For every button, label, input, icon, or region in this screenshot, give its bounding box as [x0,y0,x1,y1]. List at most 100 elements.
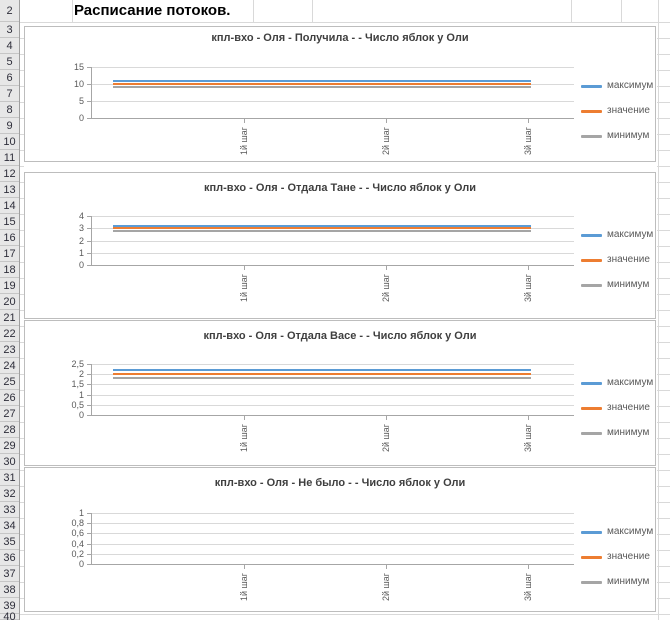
row-gridline-left [20,150,24,151]
row-header-24[interactable]: 24 [0,358,19,374]
legend-entry-минимум: минимум [581,131,649,141]
row-header-3[interactable]: 3 [0,22,19,38]
y-tick-label: 10 [73,79,84,89]
row-gridline-right [657,150,670,151]
row-header-18[interactable]: 18 [0,262,19,278]
row-number: 36 [3,551,16,564]
legend-entry-значение: значение [581,552,650,562]
y-tick-label: 0,4 [71,539,84,549]
row-header-8[interactable]: 8 [0,102,19,118]
x-category-label: 3й шаг [523,572,533,602]
row-number: 20 [3,295,16,308]
row-header-14[interactable]: 14 [0,198,19,214]
row-header-40[interactable]: 40 [0,611,19,623]
cell-border-vertical [72,0,73,22]
row-header-4[interactable]: 4 [0,38,19,54]
row-header-21[interactable]: 21 [0,310,19,326]
row-header-12[interactable]: 12 [0,166,19,182]
row-header-36[interactable]: 36 [0,550,19,566]
row-gridline-left [20,406,24,407]
x-axis-tick [386,565,387,569]
plot-gridline [91,384,574,385]
row-header-2[interactable]: 2 [0,0,19,22]
row-header-30[interactable]: 30 [0,454,19,470]
row-gridline-right [657,214,670,215]
row-2-bottom-border [20,22,670,23]
row-header-37[interactable]: 37 [0,566,19,582]
row-header-27[interactable]: 27 [0,406,19,422]
y-tick-label: 0,5 [71,400,84,410]
row-header-11[interactable]: 11 [0,150,19,166]
x-axis-tick [528,565,529,569]
row-gridline-right [657,326,670,327]
row-header-29[interactable]: 29 [0,438,19,454]
row-number: 38 [3,583,16,596]
legend-label: минимум [607,576,650,587]
x-axis-tick [244,565,245,569]
legend-label: значение [607,551,650,562]
row-header-23[interactable]: 23 [0,342,19,358]
row-header-34[interactable]: 34 [0,518,19,534]
row-gridline-right [657,390,670,391]
row-header-35[interactable]: 35 [0,534,19,550]
row-header-32[interactable]: 32 [0,486,19,502]
row-header-16[interactable]: 16 [0,230,19,246]
row-header-31[interactable]: 31 [0,470,19,486]
row-gridline-right [657,374,670,375]
row-header-33[interactable]: 33 [0,502,19,518]
row-number: 13 [3,183,16,196]
row-gridline-left [20,566,24,567]
series-line-максимум [113,225,531,227]
row-header-39[interactable]: 39 [0,598,19,614]
row-header-column: 2 3 4 5 6 7 8 9 10 11 12 13 14 15 16 17 18 19 20 21 22 23 24 25… [0,0,20,623]
legend-label: минимум [607,279,650,290]
y-axis-tick [87,216,91,217]
row-number: 21 [3,311,16,324]
row-gridline-right [657,310,670,311]
row-gridline-right [657,582,670,583]
row-header-20[interactable]: 20 [0,294,19,310]
row-gridline-right [657,294,670,295]
row-header-10[interactable]: 10 [0,134,19,150]
row-gridline-left [20,230,24,231]
chart-object-4[interactable]: кпл-вхо - Оля - Не было - - Число яблок … [24,467,656,612]
cell-border-vertical [312,0,313,22]
row-header-22[interactable]: 22 [0,326,19,342]
row-number: 18 [3,263,16,276]
row-header-19[interactable]: 19 [0,278,19,294]
row-gridline-right [657,454,670,455]
row-header-25[interactable]: 25 [0,374,19,390]
y-tick-label: 0 [78,559,84,569]
y-tick-label: 0,2 [71,549,84,559]
row-gridline-right [657,278,670,279]
chart-object-3[interactable]: кпл-вхо - Оля - Отдала Васе - - Число яб… [24,320,656,466]
chart-object-2[interactable]: кпл-вхо - Оля - Отдала Тане - - Число яб… [24,172,656,319]
row-number: 5 [6,55,13,68]
row-header-5[interactable]: 5 [0,54,19,70]
row-header-26[interactable]: 26 [0,390,19,406]
plot-gridline [91,533,574,534]
chart-object-1[interactable]: кпл-вхо - Оля - Получила - - Число яблок… [24,26,656,162]
row-header-9[interactable]: 9 [0,118,19,134]
x-category-label: 2й шаг [381,126,391,156]
plot-gridline [91,364,574,365]
y-axis-tick [87,395,91,396]
x-axis-tick [528,416,529,420]
row-header-6[interactable]: 6 [0,70,19,86]
row-header-17[interactable]: 17 [0,246,19,262]
series-line-значение [113,83,531,85]
row-header-28[interactable]: 28 [0,422,19,438]
row-header-13[interactable]: 13 [0,182,19,198]
plot-gridline [91,554,574,555]
y-axis-tick [87,384,91,385]
x-category-label: 1й шаг [239,273,249,303]
legend-line-swatch [581,283,602,287]
row-header-38[interactable]: 38 [0,582,19,598]
row-number: 25 [3,375,16,388]
cell-border-vertical [571,0,572,22]
legend-label: значение [607,105,650,116]
row-header-15[interactable]: 15 [0,214,19,230]
sheet-title-cell[interactable]: Расписание потоков. [74,2,231,19]
legend-entry-значение: значение [581,255,650,265]
row-header-7[interactable]: 7 [0,86,19,102]
